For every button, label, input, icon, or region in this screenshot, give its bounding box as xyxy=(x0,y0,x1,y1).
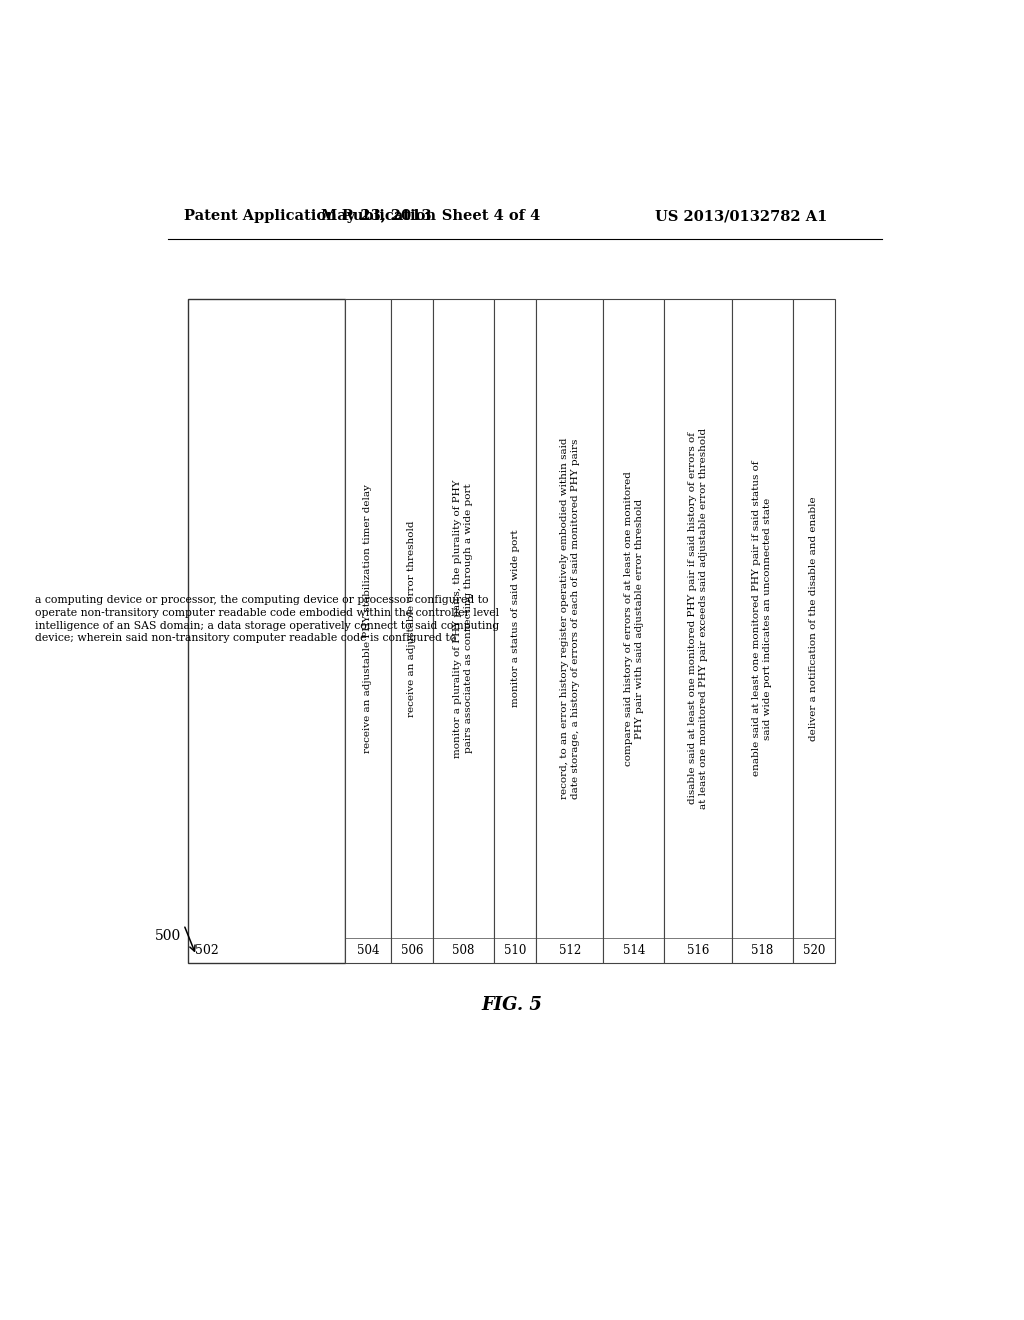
Text: monitor a plurality of PHY pairs, the plurality of PHY
pairs associated as conne: monitor a plurality of PHY pairs, the pl… xyxy=(454,479,473,758)
Text: 500: 500 xyxy=(156,929,181,942)
Text: 508: 508 xyxy=(453,944,475,957)
Text: 504: 504 xyxy=(356,944,379,957)
Text: 506: 506 xyxy=(400,944,423,957)
Text: monitor a status of said wide port: monitor a status of said wide port xyxy=(511,529,519,708)
Bar xyxy=(603,298,665,964)
Bar xyxy=(391,298,433,964)
Text: disable said at least one monitored PHY pair if said history of errors of
at lea: disable said at least one monitored PHY … xyxy=(688,428,708,809)
Bar xyxy=(665,298,731,964)
Text: 510: 510 xyxy=(504,944,526,957)
Bar xyxy=(536,298,603,964)
Text: 520: 520 xyxy=(803,944,825,957)
Text: US 2013/0132782 A1: US 2013/0132782 A1 xyxy=(655,209,827,223)
Text: record, to an error history register operatively embodied within said
date stora: record, to an error history register ope… xyxy=(559,438,580,799)
Text: enable said at least one monitored PHY pair if said status of
said wide port ind: enable said at least one monitored PHY p… xyxy=(753,461,772,776)
Text: 518: 518 xyxy=(751,944,773,957)
Bar xyxy=(731,298,793,964)
Bar xyxy=(188,298,345,964)
Bar xyxy=(433,298,494,964)
Text: 512: 512 xyxy=(558,944,581,957)
Text: 516: 516 xyxy=(687,944,710,957)
Text: receive an adjustable PHY stabilization timer delay: receive an adjustable PHY stabilization … xyxy=(364,484,373,752)
Bar xyxy=(345,298,391,964)
Text: FIG. 5: FIG. 5 xyxy=(481,997,542,1014)
Text: May 23, 2013  Sheet 4 of 4: May 23, 2013 Sheet 4 of 4 xyxy=(321,209,540,223)
Text: receive an adjustable error threshold: receive an adjustable error threshold xyxy=(408,520,417,717)
Text: compare said history of errors of at least one monitored
PHY pair with said adju: compare said history of errors of at lea… xyxy=(624,471,644,766)
Text: 514: 514 xyxy=(623,944,645,957)
Bar xyxy=(494,298,536,964)
Text: Patent Application Publication: Patent Application Publication xyxy=(183,209,436,223)
Bar xyxy=(793,298,835,964)
Text: 502: 502 xyxy=(195,944,218,957)
Text: a computing device or processor, the computing device or processor configured to: a computing device or processor, the com… xyxy=(35,595,499,643)
Text: deliver a notification of the disable and enable: deliver a notification of the disable an… xyxy=(809,496,818,741)
